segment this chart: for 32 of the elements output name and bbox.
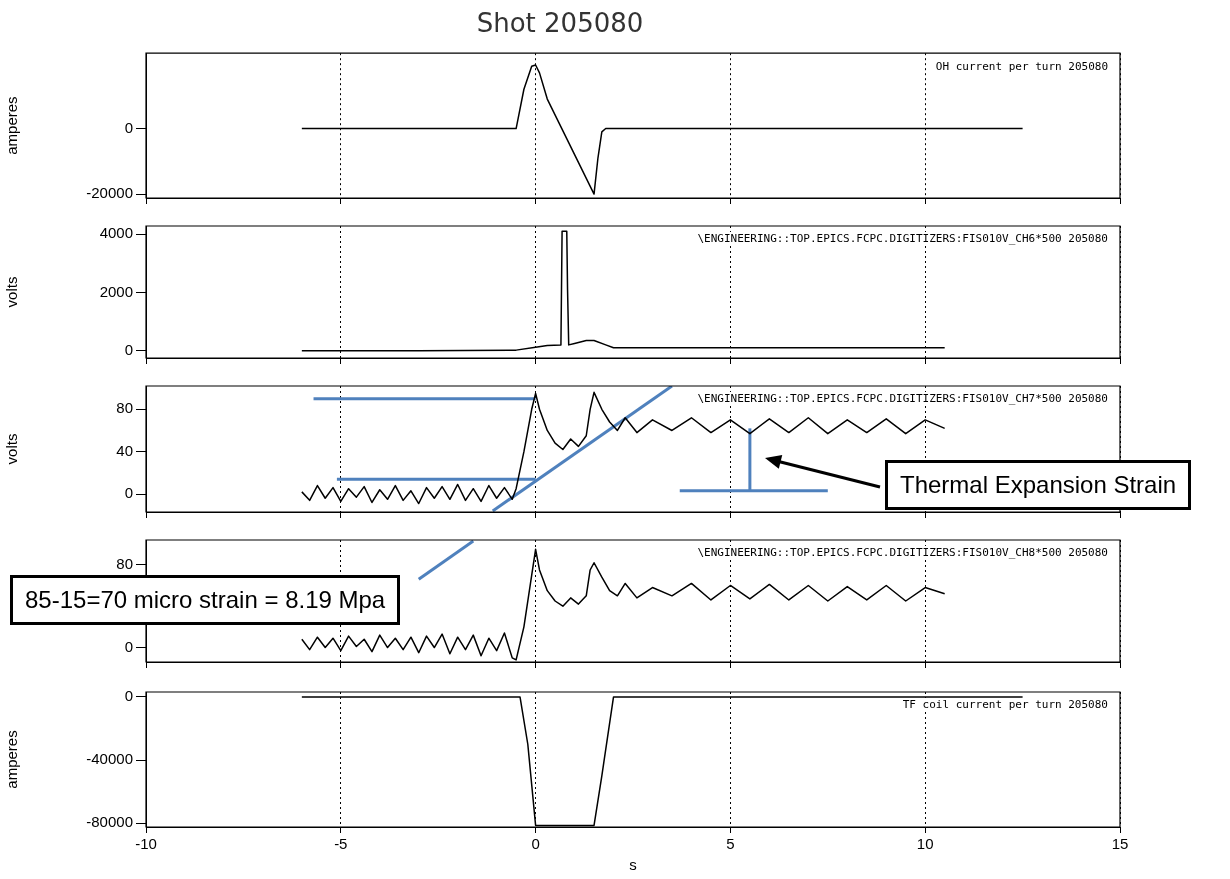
y-tick-label: 0 xyxy=(124,118,133,136)
y-tick-label: 0 xyxy=(124,637,133,655)
annotation: OH current per turn 205080 xyxy=(935,59,1108,73)
annotation: \ENGINEERING::TOP.EPICS.FCPC.DIGITIZERS:FIS010V_CH7*500 205080 xyxy=(697,392,1108,406)
y-tick-label: 40 xyxy=(116,441,133,459)
y-axis-title: volts xyxy=(3,433,21,465)
annotation: \ENGINEERING::TOP.EPICS.FCPC.DIGITIZERS:FIS010V_CH8*500 205080 xyxy=(697,546,1108,560)
y-axis-title: amperes xyxy=(3,96,21,155)
y-tick-label: 4000 xyxy=(99,224,133,242)
annotation: Thermal Expansion Strain xyxy=(885,460,1192,510)
y-tick-label: 0 xyxy=(124,340,133,358)
annotation: TF coil current per turn 205080 xyxy=(902,698,1108,712)
x-tick-label: 5 xyxy=(726,835,735,853)
y-axis-title: volts xyxy=(3,276,21,308)
annotation: \ENGINEERING::TOP.EPICS.FCPC.DIGITIZERS:FIS010V_CH6*500 205080 xyxy=(697,232,1108,246)
y-tick-label: -20000 xyxy=(86,184,133,202)
x-axis-title: s xyxy=(629,856,637,874)
x-tick-label: -5 xyxy=(334,835,348,853)
y-tick-label: -80000 xyxy=(86,813,133,831)
y-tick-label: 80 xyxy=(116,399,133,417)
x-tick-label: 15 xyxy=(1111,835,1129,853)
x-tick-label: 10 xyxy=(916,835,934,853)
y-axis-title: amperes xyxy=(3,730,21,789)
y-tick-label: -40000 xyxy=(86,750,133,768)
annotation: 85-15=70 micro strain = 8.19 Mpa xyxy=(10,575,401,625)
y-tick-label: 0 xyxy=(124,687,133,705)
x-tick-label: -10 xyxy=(135,835,157,853)
y-tick-label: 2000 xyxy=(99,282,133,300)
y-tick-label: 0 xyxy=(124,484,133,502)
x-tick-label: 0 xyxy=(531,835,540,853)
chart-title: Shot 205080 xyxy=(476,8,644,39)
y-tick-label: 80 xyxy=(116,554,133,572)
